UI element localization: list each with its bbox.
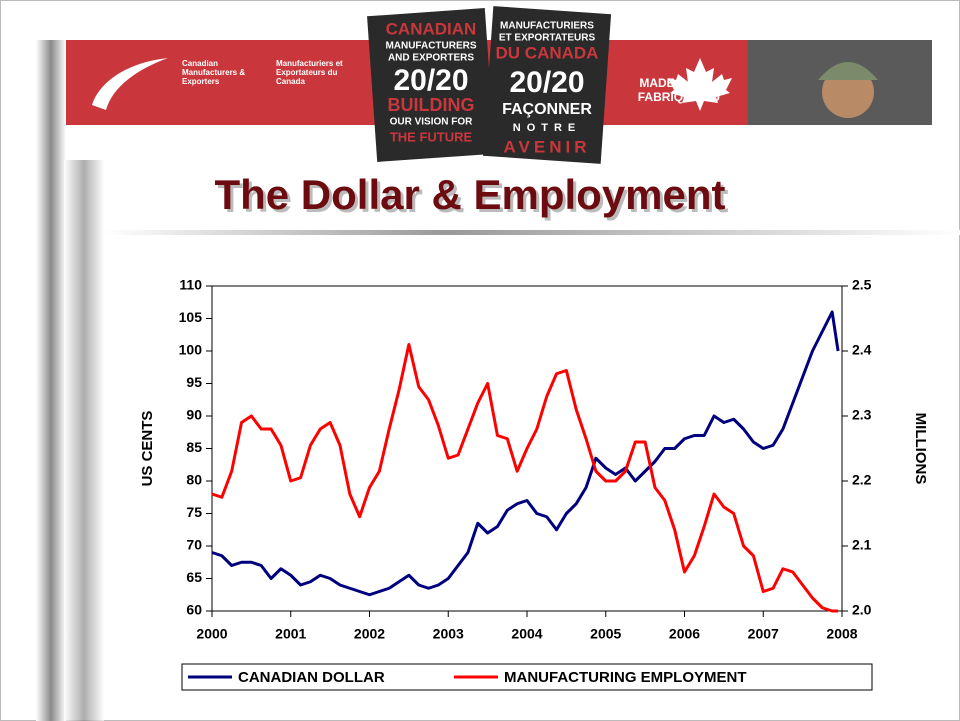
chart: 60 65 70 75 80 85 90 95 100 105 110 2.0 2.1 2.2 2.3 2.4… <box>139 277 929 691</box>
legend-box <box>181 663 873 691</box>
maple-leaf <box>668 58 732 111</box>
logo-fr: MANUFACTURIERS ET EXPORTATEURS DU CANADA… <box>496 21 599 157</box>
org-en: Exporters <box>182 77 220 86</box>
x-tick-label: 2001 <box>275 626 306 642</box>
x-tick-label: 2005 <box>590 626 621 642</box>
logo-text: AND EXPORTERS <box>388 53 474 64</box>
logo-text: MANUFACTURIERS <box>500 21 594 32</box>
legend-label: MANUFACTURING EMPLOYMENT <box>504 669 747 686</box>
legend-label: CANADIAN DOLLAR <box>238 669 385 686</box>
y2-tick-label: 2.3 <box>852 407 872 423</box>
logo-text: DU CANADA <box>496 43 599 62</box>
left-stripe <box>36 40 66 721</box>
y2-tick-label: 2.2 <box>852 472 872 488</box>
y2-axis-label: MILLIONS <box>912 413 929 485</box>
logo-text: CANADIAN <box>386 19 477 38</box>
y-tick-label: 85 <box>186 439 202 455</box>
y-tick-label: 110 <box>179 277 202 293</box>
y-tick-label: 95 <box>186 374 202 390</box>
logo-text: ET EXPORTATEURS <box>499 33 596 44</box>
made-in: MADE IN FABRIQUÉ AU <box>638 76 720 104</box>
logo-en: CANADIAN MANUFACTURERS AND EXPORTERS 20/… <box>385 19 476 144</box>
x-tick-label: 2007 <box>748 626 779 642</box>
photo-hat <box>818 62 878 80</box>
logo-text: 20/20 <box>509 66 584 99</box>
logo-text: BUILDING <box>388 95 475 115</box>
org-en: Canadian <box>182 59 218 68</box>
logo-text: NOTRE <box>513 122 582 134</box>
left-stripe-2 <box>64 160 104 721</box>
x-tick-label: 2000 <box>196 626 227 642</box>
x-tick-label: 2002 <box>354 626 385 642</box>
logo-text: OUR VISION FOR <box>390 117 474 128</box>
y-tick-label: 70 <box>186 537 202 553</box>
y-tick-label: 100 <box>179 342 203 358</box>
chart-title: The Dollar & Employment <box>214 171 725 218</box>
y2-tick-label: 2.4 <box>852 342 872 358</box>
series-line <box>211 310 840 597</box>
y2-tick-label: 2.0 <box>852 602 872 618</box>
x-tick-label: 2006 <box>669 626 700 642</box>
logo-text: THE FUTURE <box>390 129 473 144</box>
y-tick-label: 105 <box>179 309 203 325</box>
logo-box <box>482 6 612 164</box>
made-in-text: MADE IN <box>639 76 690 90</box>
y-tick-label: 75 <box>186 504 202 520</box>
org-fr: Exportateurs du <box>276 68 337 77</box>
y2-tick-label: 2.1 <box>852 537 872 553</box>
series-line <box>211 343 839 613</box>
x-tick-label: 2004 <box>511 626 542 642</box>
y-tick-label: 80 <box>186 472 202 488</box>
title-rule <box>104 230 960 235</box>
org-en: Manufacturers & <box>182 68 245 77</box>
title-shadow: The Dollar & Employment <box>217 174 728 221</box>
org-fr: Canada <box>276 77 305 86</box>
logo-text: AVENIR <box>504 137 591 156</box>
y2-tick-label: 2.5 <box>852 277 872 293</box>
logo-text: 20/20 <box>393 64 468 97</box>
x-tick-label: 2003 <box>433 626 464 642</box>
x-tick-label: 2008 <box>826 626 857 642</box>
y-axis-label: US CENTS <box>139 411 156 487</box>
y-tick-label: 90 <box>186 407 202 423</box>
y-tick-label: 60 <box>186 602 202 618</box>
cme-logo <box>92 58 168 110</box>
made-in-text: FABRIQUÉ AU <box>638 89 720 104</box>
logo-text: MANUFACTURERS <box>385 41 476 52</box>
y-tick-label: 65 <box>186 569 202 585</box>
org-text: Canadian Manufacturers & Exporters Manuf… <box>182 59 343 86</box>
org-fr: Manufacturiers et <box>276 59 343 68</box>
logo-text: FAÇONNER <box>502 101 592 118</box>
logo-box <box>367 8 495 162</box>
